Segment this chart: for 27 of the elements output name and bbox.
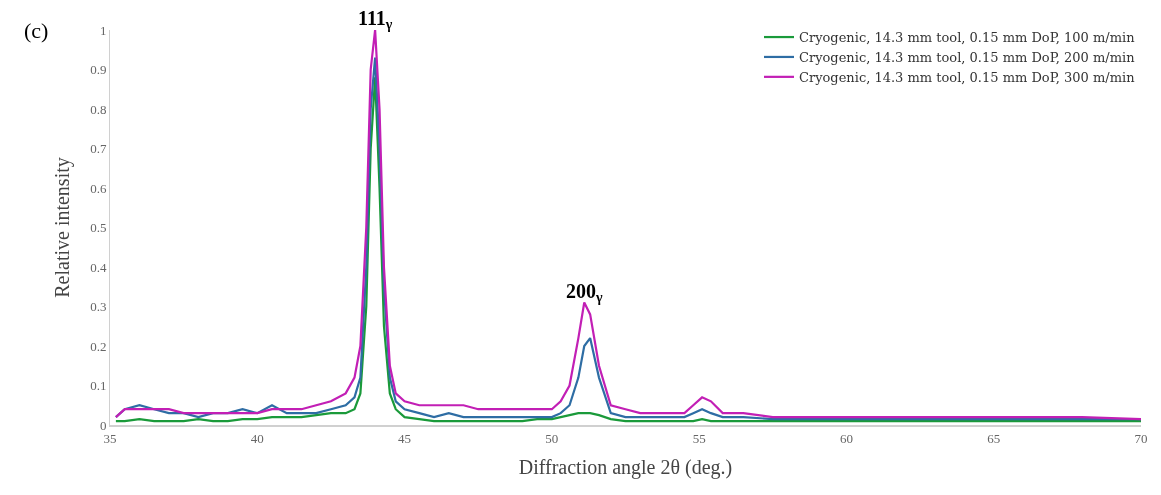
y-tick-label: 0.9 <box>90 62 107 78</box>
x-tick-label: 35 <box>103 430 117 446</box>
y-tick-label: 0.1 <box>90 378 107 394</box>
y-tick-label: 0.2 <box>90 338 107 354</box>
x-tick-label: 65 <box>987 430 1001 446</box>
x-tick-label: 45 <box>398 430 412 446</box>
text: (c) <box>24 18 49 43</box>
x-tick-label: 40 <box>250 430 264 446</box>
x-axis-title: Diffraction angle 2θ (deg.) <box>518 455 733 479</box>
x-tick-label: 55 <box>692 430 706 446</box>
legend-label: Cryogenic, 14.3 mm tool, 0.15 mm DoP, 200 m/min <box>799 50 1136 66</box>
legend-label: Cryogenic, 14.3 mm tool, 0.15 mm DoP, 100 m/min <box>799 30 1136 46</box>
x-tick-label: 70 <box>1134 430 1148 446</box>
y-tick-label: 0 <box>99 417 107 433</box>
y-axis-title: Relative intensity <box>50 157 74 298</box>
y-tick-label: 0.5 <box>90 220 107 236</box>
x-tick-label: 60 <box>839 430 853 446</box>
y-tick-label: 0.3 <box>90 299 107 315</box>
x-tick-label: 50 <box>545 430 559 446</box>
annotation: 111$_{γ}$ <box>358 7 393 33</box>
y-tick-label: 1 <box>99 22 107 38</box>
y-tick-label: 0.8 <box>90 101 107 117</box>
y-tick-label: 0.7 <box>90 141 107 157</box>
legend-label: Cryogenic, 14.3 mm tool, 0.15 mm DoP, 300 m/min <box>799 69 1136 85</box>
y-tick-label: 0.6 <box>90 180 107 196</box>
y-tick-label: 0.4 <box>90 259 107 275</box>
annotation: 200$_{γ}$ <box>566 280 603 306</box>
